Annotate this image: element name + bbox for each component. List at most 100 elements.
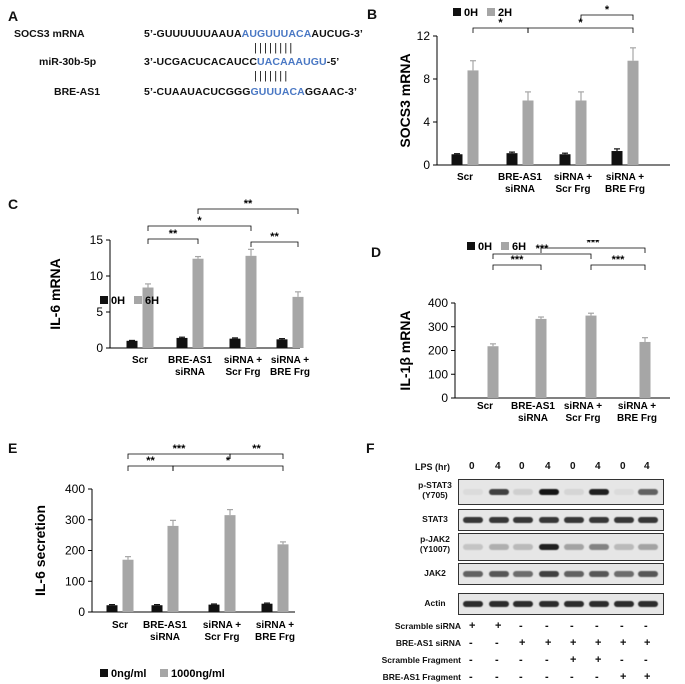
- lps-value: 4: [595, 461, 601, 472]
- condition-sign: +: [469, 620, 476, 632]
- category-label: Scr: [112, 620, 128, 631]
- significance-bracket: [580, 14, 634, 20]
- blot-band: [614, 571, 634, 577]
- blot-band: [564, 517, 584, 523]
- y-tick-label: 8: [423, 72, 430, 86]
- lps-value: 0: [469, 461, 475, 472]
- significance-label: *: [578, 17, 583, 29]
- legend-swatch: [100, 669, 108, 677]
- blot-band: [539, 544, 559, 550]
- blot-strip: [458, 533, 664, 561]
- condition-sign: -: [519, 620, 523, 632]
- bar-0H: [176, 337, 188, 348]
- pairing-bars-bottom: |||||||: [254, 70, 290, 82]
- seq-name-socs3: SOCS3 mRNA: [14, 28, 85, 40]
- legend-label: 0H: [464, 7, 478, 19]
- lps-value: 0: [620, 461, 626, 472]
- condition-sign: -: [495, 637, 499, 649]
- bar-6H: [192, 258, 204, 348]
- condition-sign: -: [495, 654, 499, 666]
- significance-label: **: [252, 443, 261, 455]
- category-label: BRE Frg: [605, 184, 645, 195]
- category-label: siRNA +: [256, 620, 294, 631]
- legend-label: 0ng/ml: [111, 668, 146, 680]
- bar-0ng/ml: [151, 605, 163, 612]
- category-label: Scr Frg: [555, 184, 590, 195]
- legend-swatch: [487, 8, 495, 16]
- blot-band: [614, 489, 634, 495]
- condition-sign: -: [545, 671, 549, 683]
- bar-0H: [451, 154, 463, 165]
- category-label: Scr: [477, 401, 493, 412]
- bar-1000ng/ml: [122, 559, 134, 612]
- significance-bracket: [147, 238, 199, 244]
- blot-band: [463, 517, 483, 523]
- significance-label: **: [244, 198, 253, 210]
- significance-label: ***: [536, 243, 550, 255]
- legend-label: 2H: [498, 7, 512, 19]
- panel-label-b: B: [367, 6, 378, 22]
- category-label: siRNA +: [554, 172, 592, 183]
- y-tick-label: 4: [423, 115, 430, 129]
- y-axis-label: SOCS3 mRNA: [397, 53, 413, 147]
- significance-label: ***: [587, 240, 601, 249]
- blot-row-label: JAK2: [424, 568, 446, 578]
- panel-label-c: C: [8, 196, 19, 212]
- blot-row-label: Actin: [424, 598, 446, 608]
- blot-band: [513, 571, 533, 577]
- legend-swatch: [100, 296, 108, 304]
- bar-6H: [245, 255, 257, 348]
- blot-band: [638, 489, 658, 495]
- legend-swatch: [501, 242, 509, 250]
- category-label: siRNA +: [271, 355, 309, 366]
- condition-sign: -: [595, 620, 599, 632]
- significance-label: *: [498, 17, 503, 29]
- condition-sign: -: [570, 671, 574, 683]
- bar-0H: [276, 339, 288, 348]
- legend-swatch: [160, 669, 168, 677]
- blot-band: [539, 571, 559, 577]
- y-tick-label: 200: [65, 544, 85, 558]
- category-label: siRNA: [150, 632, 180, 643]
- bar-2H: [575, 100, 587, 165]
- blot-band: [589, 601, 609, 607]
- category-label: BRE-AS1: [498, 172, 542, 183]
- bar-6H: [142, 287, 154, 348]
- significance-label: *: [605, 4, 610, 16]
- condition-sign: -: [570, 620, 574, 632]
- blot-band: [463, 544, 483, 550]
- y-tick-label: 200: [428, 344, 448, 358]
- significance-bracket: [492, 264, 542, 270]
- condition-sign: -: [644, 620, 648, 632]
- category-label: Scr Frg: [225, 367, 260, 378]
- y-tick-label: 400: [428, 296, 448, 310]
- bar-2H: [627, 60, 639, 165]
- condition-sign: +: [545, 637, 552, 649]
- bar-6H: [487, 346, 499, 398]
- significance-bracket: [197, 208, 299, 214]
- blot-strip: [458, 479, 664, 505]
- significance-label: *: [197, 215, 202, 227]
- legend-label: 6H: [512, 241, 526, 253]
- legend-swatch: [134, 296, 142, 304]
- y-tick-label: 0: [423, 158, 430, 172]
- category-label: BRE Frg: [617, 413, 657, 424]
- legend-label: 0H: [478, 241, 492, 253]
- condition-sign: -: [595, 671, 599, 683]
- blot-band: [589, 544, 609, 550]
- bar-0ng/ml: [261, 603, 273, 612]
- category-label: Scr Frg: [204, 632, 239, 643]
- blot-band: [539, 601, 559, 607]
- blot-band: [513, 601, 533, 607]
- bar-0H: [229, 338, 241, 348]
- significance-label: **: [146, 455, 155, 467]
- y-tick-label: 15: [90, 233, 104, 247]
- blot-strip: [458, 563, 664, 585]
- blot-band: [564, 489, 584, 495]
- bar-1000ng/ml: [277, 544, 289, 612]
- legend-label: 1000ng/ml: [171, 668, 225, 680]
- blot-band: [463, 601, 483, 607]
- significance-bracket: [172, 465, 284, 471]
- y-tick-label: 100: [428, 367, 448, 381]
